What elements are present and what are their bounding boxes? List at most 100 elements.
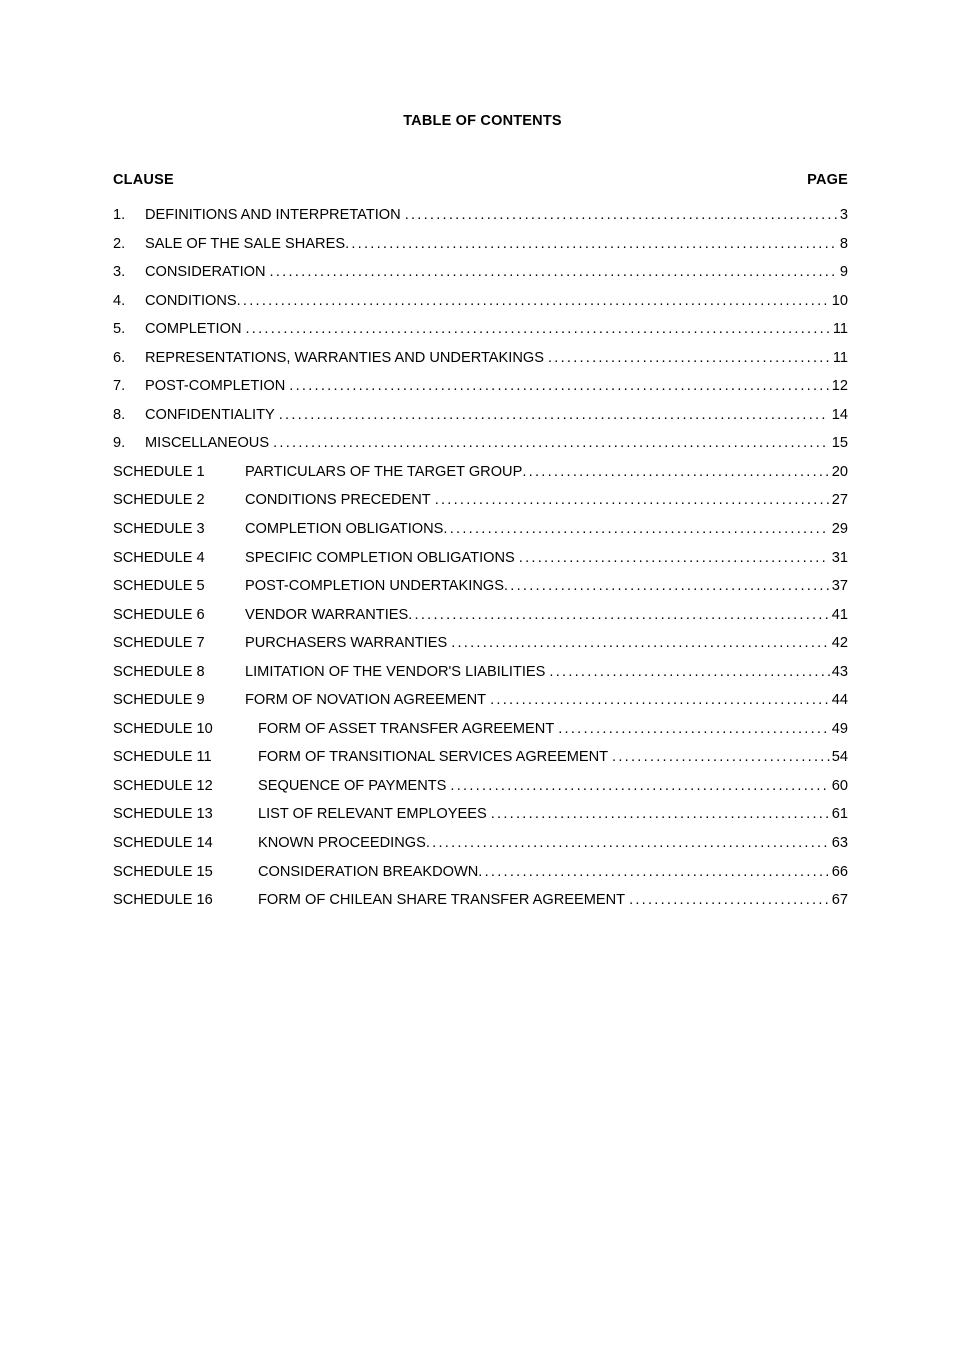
toc-schedule-label: SCHEDULE 15 (113, 863, 213, 880)
toc-schedule-row[interactable]: SCHEDULE 1 PARTICULARS OF THE TARGET GROU… (113, 464, 848, 493)
toc-entry-title: REPRESENTATIONS, WARRANTIES AND UNDERTAK… (145, 349, 544, 366)
toc-schedule-row[interactable]: SCHEDULE 9 FORM OF NOVATION AGREEMENT 44 (113, 692, 848, 721)
toc-schedule-row[interactable]: SCHEDULE 13 LIST OF RELEVANT EMPLOYEES 61 (113, 806, 848, 835)
dot-leader (549, 665, 830, 680)
toc-clause-number: 2. (113, 235, 126, 252)
toc-schedule-label: SCHEDULE 10 (113, 720, 213, 737)
toc-entry-title: SEQUENCE OF PAYMENTS (258, 777, 447, 794)
toc-entry-page-number: 9 (839, 264, 848, 281)
toc-entry-title: PARTICULARS OF THE TARGET GROUP (245, 463, 523, 480)
dot-leader (435, 493, 831, 508)
toc-clause-number: 3. (113, 264, 126, 281)
toc-schedule-row[interactable]: SCHEDULE 7 PURCHASERS WARRANTIES 42 (113, 635, 848, 664)
toc-entry-page-number: 67 (831, 892, 848, 909)
dot-leader (289, 379, 830, 394)
dot-leader (279, 408, 831, 423)
toc-entry-title: CONSIDERATION (145, 264, 266, 281)
toc-entry-title: SPECIFIC COMPLETION OBLIGATIONS (245, 549, 515, 566)
dot-leader (519, 551, 831, 566)
dot-leader (345, 237, 837, 252)
toc-schedule-label: SCHEDULE 5 (113, 578, 205, 595)
toc-entry-page-number: 11 (832, 349, 848, 366)
toc-schedule-row[interactable]: SCHEDULE 4 SPECIFIC COMPLETION OBLIGATION… (113, 550, 848, 579)
toc-schedule-row[interactable]: SCHEDULE 2 CONDITIONS PRECEDENT 27 (113, 492, 848, 521)
toc-entry-page-number: 10 (831, 292, 848, 309)
toc-entry-page-number: 60 (831, 777, 848, 794)
dot-leader (612, 750, 831, 765)
toc-entry-page-number: 20 (831, 463, 848, 480)
toc-entry-title: SALE OF THE SALE SHARES (145, 235, 346, 252)
dot-leader (450, 779, 830, 794)
toc-schedule-row[interactable]: SCHEDULE 11 FORM OF TRANSITIONAL SERVICES… (113, 749, 848, 778)
toc-clause-row[interactable]: 2. SALE OF THE SALE SHARES 8 (113, 236, 848, 265)
toc-entry-page-number: 63 (831, 835, 848, 852)
toc-schedule-row[interactable]: SCHEDULE 5 POST-COMPLETION UNDERTAKINGS 37 (113, 578, 848, 607)
toc-schedule-row[interactable]: SCHEDULE 3 COMPLETION OBLIGATIONS 29 (113, 521, 848, 550)
toc-entry-page-number: 66 (831, 863, 848, 880)
toc-entry-page-number: 11 (832, 321, 848, 338)
toc-clause-number: 5. (113, 321, 126, 338)
dot-leader (426, 836, 831, 851)
dot-leader (451, 636, 831, 651)
toc-entry-title: VENDOR WARRANTIES (245, 606, 409, 623)
toc-column-headers: CLAUSE PAGE (113, 172, 848, 188)
toc-schedule-label: SCHEDULE 3 (113, 521, 205, 538)
clause-column-header: CLAUSE (113, 172, 174, 188)
toc-entry-title: POST-COMPLETION (145, 378, 286, 395)
dot-leader (237, 294, 831, 309)
toc-clause-row[interactable]: 7. POST-COMPLETION 12 (113, 378, 848, 407)
toc-clause-row[interactable]: 6. REPRESENTATIONS, WARRANTIES AND UNDERT… (113, 350, 848, 379)
toc-schedule-label: SCHEDULE 12 (113, 777, 213, 794)
toc-entry-page-number: 44 (831, 692, 848, 709)
toc-schedule-label: SCHEDULE 16 (113, 892, 213, 909)
toc-clause-row[interactable]: 9. MISCELLANEOUS 15 (113, 435, 848, 464)
toc-entry-title: CONFIDENTIALITY (145, 406, 275, 423)
toc-entry-title: MISCELLANEOUS (145, 435, 270, 452)
toc-entry-page-number: 54 (831, 749, 848, 766)
toc-clause-row[interactable]: 3. CONSIDERATION 9 (113, 264, 848, 293)
toc-schedule-row[interactable]: SCHEDULE 8 LIMITATION OF THE VENDOR'S LIA… (113, 664, 848, 693)
toc-schedule-label: SCHEDULE 8 (113, 663, 205, 680)
toc-schedule-row[interactable]: SCHEDULE 6 VENDOR WARRANTIES 41 (113, 607, 848, 636)
toc-schedule-label: SCHEDULE 11 (113, 749, 212, 766)
toc-schedule-row[interactable]: SCHEDULE 14 KNOWN PROCEEDINGS 63 (113, 835, 848, 864)
toc-schedule-row[interactable]: SCHEDULE 10 FORM OF ASSET TRANSFER AGREEM… (113, 721, 848, 750)
toc-clause-row[interactable]: 4. CONDITIONS 10 (113, 293, 848, 322)
toc-schedule-row[interactable]: SCHEDULE 15 CONSIDERATION BREAKDOWN 66 (113, 864, 848, 893)
toc-clause-row[interactable]: 5. COMPLETION 11 (113, 321, 848, 350)
dot-leader (408, 608, 831, 623)
toc-entry-title: FORM OF NOVATION AGREEMENT (245, 692, 487, 709)
toc-clause-row[interactable]: 8. CONFIDENTIALITY 14 (113, 407, 848, 436)
toc-clause-number: 6. (113, 349, 126, 366)
toc-entry-page-number: 31 (831, 549, 848, 566)
toc-clause-number: 1. (113, 207, 126, 223)
dot-leader (629, 893, 831, 908)
toc-entry-title: FORM OF TRANSITIONAL SERVICES AGREEMENT (258, 749, 609, 766)
toc-entry-page-number: 3 (839, 207, 848, 223)
toc-schedule-row[interactable]: SCHEDULE 16 FORM OF CHILEAN SHARE TRANSFE… (113, 892, 848, 921)
page-title: TABLE OF CONTENTS (403, 113, 562, 129)
dot-leader (491, 807, 831, 822)
toc-entry-title: POST-COMPLETION UNDERTAKINGS (245, 578, 504, 595)
toc-schedule-label: SCHEDULE 9 (113, 692, 205, 709)
toc-entry-title: CONSIDERATION BREAKDOWN (258, 863, 479, 880)
dot-leader (443, 522, 830, 537)
toc-clause-number: 9. (113, 435, 126, 452)
toc-schedule-label: SCHEDULE 2 (113, 492, 205, 509)
toc-entry-title: CONDITIONS (145, 292, 237, 309)
dot-leader (558, 722, 831, 737)
toc-schedule-label: SCHEDULE 13 (113, 806, 213, 823)
dot-leader (504, 579, 831, 594)
toc-clause-row[interactable]: 1. DEFINITIONS AND INTERPRETATION 3 (113, 207, 848, 236)
dot-leader (270, 265, 837, 280)
toc-entry-page-number: 27 (831, 492, 848, 509)
dot-leader (490, 693, 831, 708)
dot-leader (478, 865, 830, 880)
toc-schedule-row[interactable]: SCHEDULE 12 SEQUENCE OF PAYMENTS 60 (113, 778, 848, 807)
toc-entry-page-number: 15 (831, 435, 848, 452)
toc-clause-number: 4. (113, 292, 126, 309)
dot-leader (548, 351, 832, 366)
dot-leader (405, 208, 837, 223)
toc-schedule-label: SCHEDULE 4 (113, 549, 205, 566)
